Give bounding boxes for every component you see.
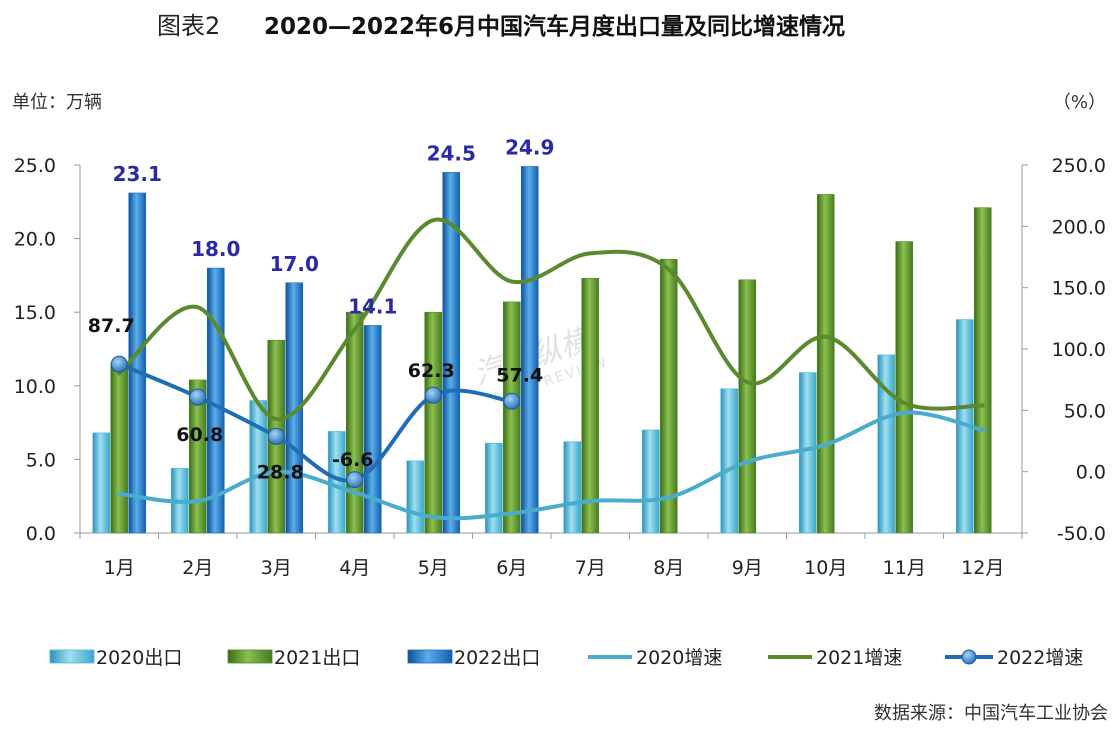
bar-2022出口-4月 <box>363 325 382 534</box>
bar-2021出口-9月 <box>738 279 757 534</box>
line-2021增速 <box>117 217 985 421</box>
left-tick-label: 10.0 <box>14 376 56 398</box>
right-tick-label: 100.0 <box>1052 339 1106 361</box>
bars <box>92 166 992 534</box>
line-label-2022增速: 60.8 <box>176 424 223 446</box>
legend-item-2020增速: 2020增速 <box>588 647 722 669</box>
right-tick-label: 250.0 <box>1052 155 1106 177</box>
lines <box>110 217 985 521</box>
left-tick-label: 0.0 <box>26 523 56 545</box>
right-tick-label: 0.0 <box>1076 462 1106 484</box>
bar-label-2022出口: 24.5 <box>427 141 476 165</box>
legend-label: 2021出口 <box>274 647 360 669</box>
point-2022增速-2月 <box>189 388 207 406</box>
x-tick-label: 3月 <box>261 557 292 579</box>
bar-2020出口-1月 <box>92 432 111 534</box>
legend-label: 2022增速 <box>997 647 1083 669</box>
x-tick-label: 4月 <box>339 557 370 579</box>
x-tick-label: 7月 <box>575 557 606 579</box>
bar-2021出口-7月 <box>581 278 600 534</box>
line-label-2022增速: -6.6 <box>332 449 374 471</box>
bar-2020出口-5月 <box>406 460 425 534</box>
x-tick-label: 9月 <box>732 557 763 579</box>
point-2022增速-4月 <box>346 471 364 489</box>
point-2022增速-3月 <box>267 427 285 445</box>
left-tick-label: 5.0 <box>26 449 56 471</box>
left-tick-label: 15.0 <box>14 302 56 324</box>
legend-item-2021增速: 2021增速 <box>768 647 902 669</box>
right-tick-label: 200.0 <box>1052 216 1106 238</box>
legend-marker <box>961 649 977 665</box>
data-source: 数据来源：中国汽车工业协会 <box>874 703 1108 724</box>
bar-2021出口-2月 <box>188 379 207 534</box>
line-label-2022增速: 28.8 <box>257 461 304 483</box>
chart-title: 2020—2022年6月中国汽车月度出口量及同比增速情况 <box>264 13 845 40</box>
bar-label-2022出口: 23.1 <box>113 162 162 186</box>
line-label-2022增速: 62.3 <box>408 360 455 382</box>
legend-swatch <box>407 649 453 664</box>
legend-swatch <box>49 649 95 664</box>
bar-2020出口-6月 <box>484 442 503 534</box>
bar-2022出口-6月 <box>520 166 539 534</box>
x-tick-label: 11月 <box>883 557 926 579</box>
bar-2020出口-8月 <box>641 429 660 534</box>
left-axis-unit: 单位：万辆 <box>12 92 102 113</box>
line-2020增速 <box>117 410 985 521</box>
legend-swatch <box>227 649 273 664</box>
x-tick-label: 10月 <box>804 557 847 579</box>
left-tick-label: 25.0 <box>14 155 56 177</box>
legend-label: 2020出口 <box>96 647 182 669</box>
bar-2021出口-5月 <box>424 311 443 534</box>
right-axis-unit: （%） <box>1053 92 1106 113</box>
x-tick-label: 12月 <box>961 557 1004 579</box>
x-axis-ticks: 1月 2月 3月 4月 5月 6月 7月 8月 9月 10月 11月 12月 <box>79 533 1023 579</box>
point-2022增速-6月 <box>503 392 521 410</box>
bar-2021出口-4月 <box>345 311 364 534</box>
legend-label: 2021增速 <box>816 647 902 669</box>
bar-2020出口-10月 <box>798 372 817 534</box>
x-tick-label: 6月 <box>496 557 527 579</box>
bar-2021出口-10月 <box>816 194 835 534</box>
legend: 2020出口 2021出口 2022出口 2020增速 2021增速 2022增速 <box>49 647 1083 669</box>
bar-label-2022出口: 17.0 <box>270 252 319 276</box>
legend-item-2020出口: 2020出口 <box>49 647 182 669</box>
bar-2021出口-1月 <box>110 363 129 534</box>
point-2022增速-5月 <box>424 386 442 404</box>
right-axis-ticks: -50.0 0.0 50.0 100.0 150.0 200.0 250.0 <box>1022 155 1106 545</box>
left-tick-label: 20.0 <box>14 229 56 251</box>
bar-label-2022出口: 24.9 <box>505 135 554 159</box>
bar-2020出口-9月 <box>720 388 739 534</box>
right-tick-label: -50.0 <box>1057 523 1106 545</box>
bar-2021出口-11月 <box>895 241 914 534</box>
legend-item-2022出口: 2022出口 <box>407 647 540 669</box>
bar-label-2022出口: 18.0 <box>191 237 240 261</box>
x-tick-label: 1月 <box>104 557 135 579</box>
point-2022增速-1月 <box>110 355 128 373</box>
legend-label: 2020增速 <box>636 647 722 669</box>
right-tick-label: 50.0 <box>1064 400 1106 422</box>
bar-2021出口-6月 <box>502 301 521 534</box>
legend-label: 2022出口 <box>454 647 540 669</box>
x-tick-label: 8月 <box>653 557 684 579</box>
bar-2020出口-11月 <box>877 354 896 534</box>
legend-item-2022增速: 2022增速 <box>945 647 1083 669</box>
bar-2020出口-7月 <box>563 441 582 534</box>
bar-label-2022出口: 14.1 <box>348 294 397 318</box>
data-labels: 23.1 18.0 17.0 14.1 24.5 24.9 87.7 60.8 28.8 -6.6… <box>88 135 555 483</box>
legend-item-2021出口: 2021出口 <box>227 647 360 669</box>
bar-2021出口-8月 <box>659 258 678 534</box>
line-label-2022增速: 57.4 <box>496 364 543 386</box>
line-label-2022增速: 87.7 <box>88 315 135 337</box>
x-tick-label: 5月 <box>418 557 449 579</box>
left-axis-ticks: 0.0 5.0 10.0 15.0 20.0 25.0 <box>14 155 80 545</box>
right-tick-label: 150.0 <box>1052 278 1106 300</box>
bar-2021出口-12月 <box>973 207 992 534</box>
bar-2022出口-5月 <box>442 172 461 534</box>
chart-title-prefix: 图表2 <box>157 12 220 40</box>
x-tick-label: 2月 <box>182 557 213 579</box>
